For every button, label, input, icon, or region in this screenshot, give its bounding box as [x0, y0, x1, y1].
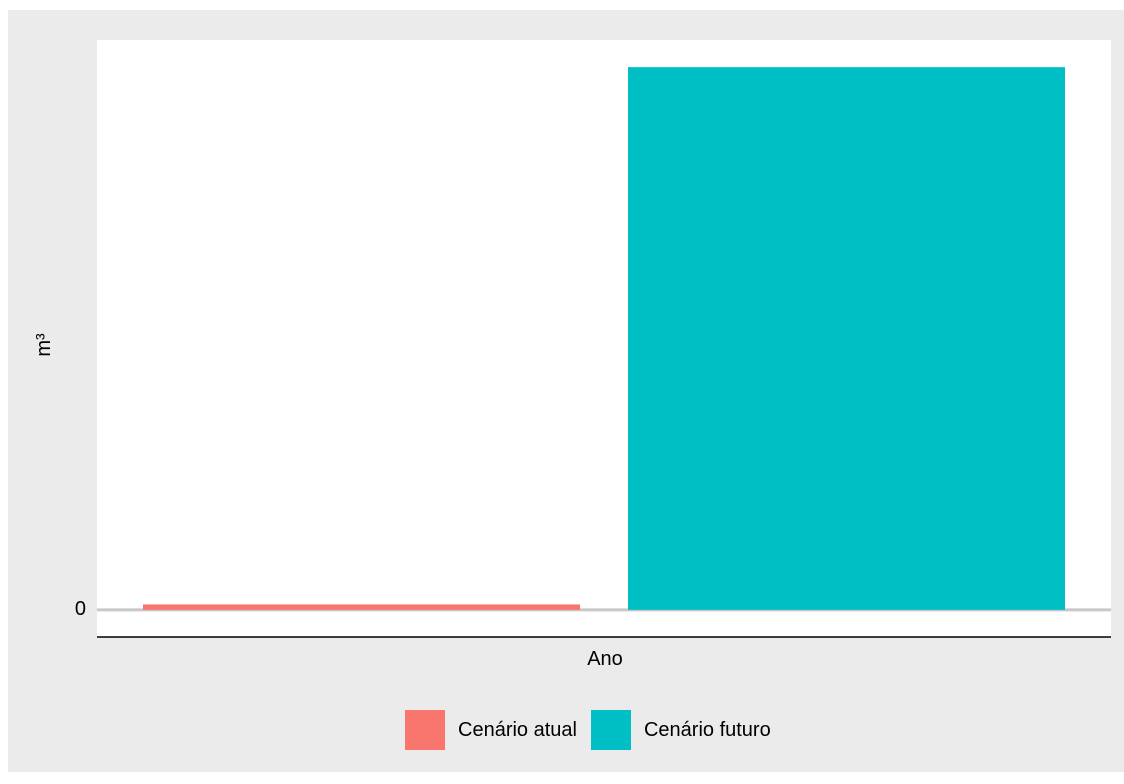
legend: Cenário atual Cenário futuro — [405, 710, 785, 750]
y-tick-label-0: 0 — [74, 597, 86, 620]
x-axis-label: Ano — [587, 648, 623, 670]
bar-cenario-atual — [143, 604, 580, 610]
legend-label-cenario-atual: Cenário atual — [458, 718, 577, 741]
legend-label-cenario-futuro: Cenário futuro — [643, 718, 771, 741]
legend-swatch-cenario-atual — [405, 710, 445, 750]
legend-item-cenario-atual: Cenário atual — [405, 710, 577, 750]
legend-item-cenario-futuro: Cenário futuro — [590, 710, 771, 750]
legend-swatch-cenario-futuro — [590, 710, 631, 750]
y-axis-label: m³ — [33, 333, 55, 357]
bar-cenario-futuro — [628, 67, 1065, 610]
